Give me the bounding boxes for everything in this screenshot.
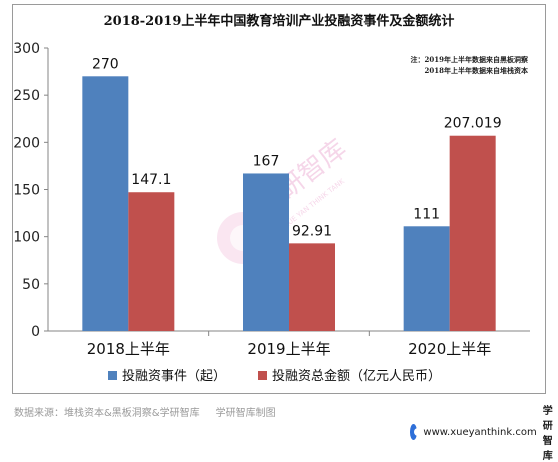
x-tick-label: 2018上半年 [87,340,170,358]
data-label: 111 [413,206,440,222]
x-tick-label: 2019上半年 [247,340,330,358]
chart-title: 2018-2019上半年中国教育培训产业投融资事件及金额统计 [103,14,455,29]
legend-swatch [258,371,267,380]
x-axis: 2018上半年 2019上半年 2020上半年 [87,331,491,358]
data-label: 147.1 [131,172,171,188]
bar-events [403,226,450,331]
data-label: 167 [253,153,280,169]
legend: 投融资事件（起） 投融资总金额（亿元人民币） [108,368,441,384]
bar-amount [289,243,335,331]
y-axis: 0 50 100 150 200 250 300 [13,41,530,340]
y-tick-label: 250 [13,88,40,104]
x-tick-label: 2020上半年 [408,340,491,358]
data-label: 92.91 [292,223,332,239]
data-label: 207.019 [444,116,502,132]
data-label: 270 [92,56,119,72]
brand-logo-icon [410,424,423,440]
legend-label: 投融资总金额（亿元人民币） [272,368,441,384]
brand-url: www.xueyanthink.com [423,426,537,438]
credit-text: 学研智库制图 [215,408,276,419]
footer-brand: www.xueyanthink.com 学研智库 [410,402,558,462]
bar-events [243,173,289,331]
bar-chart: 学研智库 XUE YAN THINK TANK 0501001502002503… [13,41,530,384]
y-tick-label: 150 [13,183,40,199]
data-labels: 270 147.1 167 92.91 111 207.019 [92,56,502,239]
legend-label: 投融资事件（起） [122,368,226,384]
source-note-2018: 2018年上半年数据来自堆栈资本 [424,66,528,75]
bars [82,76,496,331]
legend-swatch [108,371,117,380]
bar-amount [128,192,175,331]
source-note-2019: 注：2019年上半年数据来自黑板洞察 [410,55,528,64]
y-tick-label: 100 [13,230,40,246]
brand-name: 学研智库 [542,406,553,462]
y-tick-label: 50 [22,277,40,293]
bar-amount [449,135,496,331]
bar-events [82,76,129,331]
y-tick-label: 0 [31,324,40,340]
source-text: 数据来源：堆栈资本&黑板洞察&学研智库 [14,408,200,419]
y-tick-label: 200 [13,135,40,151]
y-tick-label: 300 [13,41,40,57]
footer-source: 数据来源：堆栈资本&黑板洞察&学研智库 学研智库制图 [14,404,276,419]
